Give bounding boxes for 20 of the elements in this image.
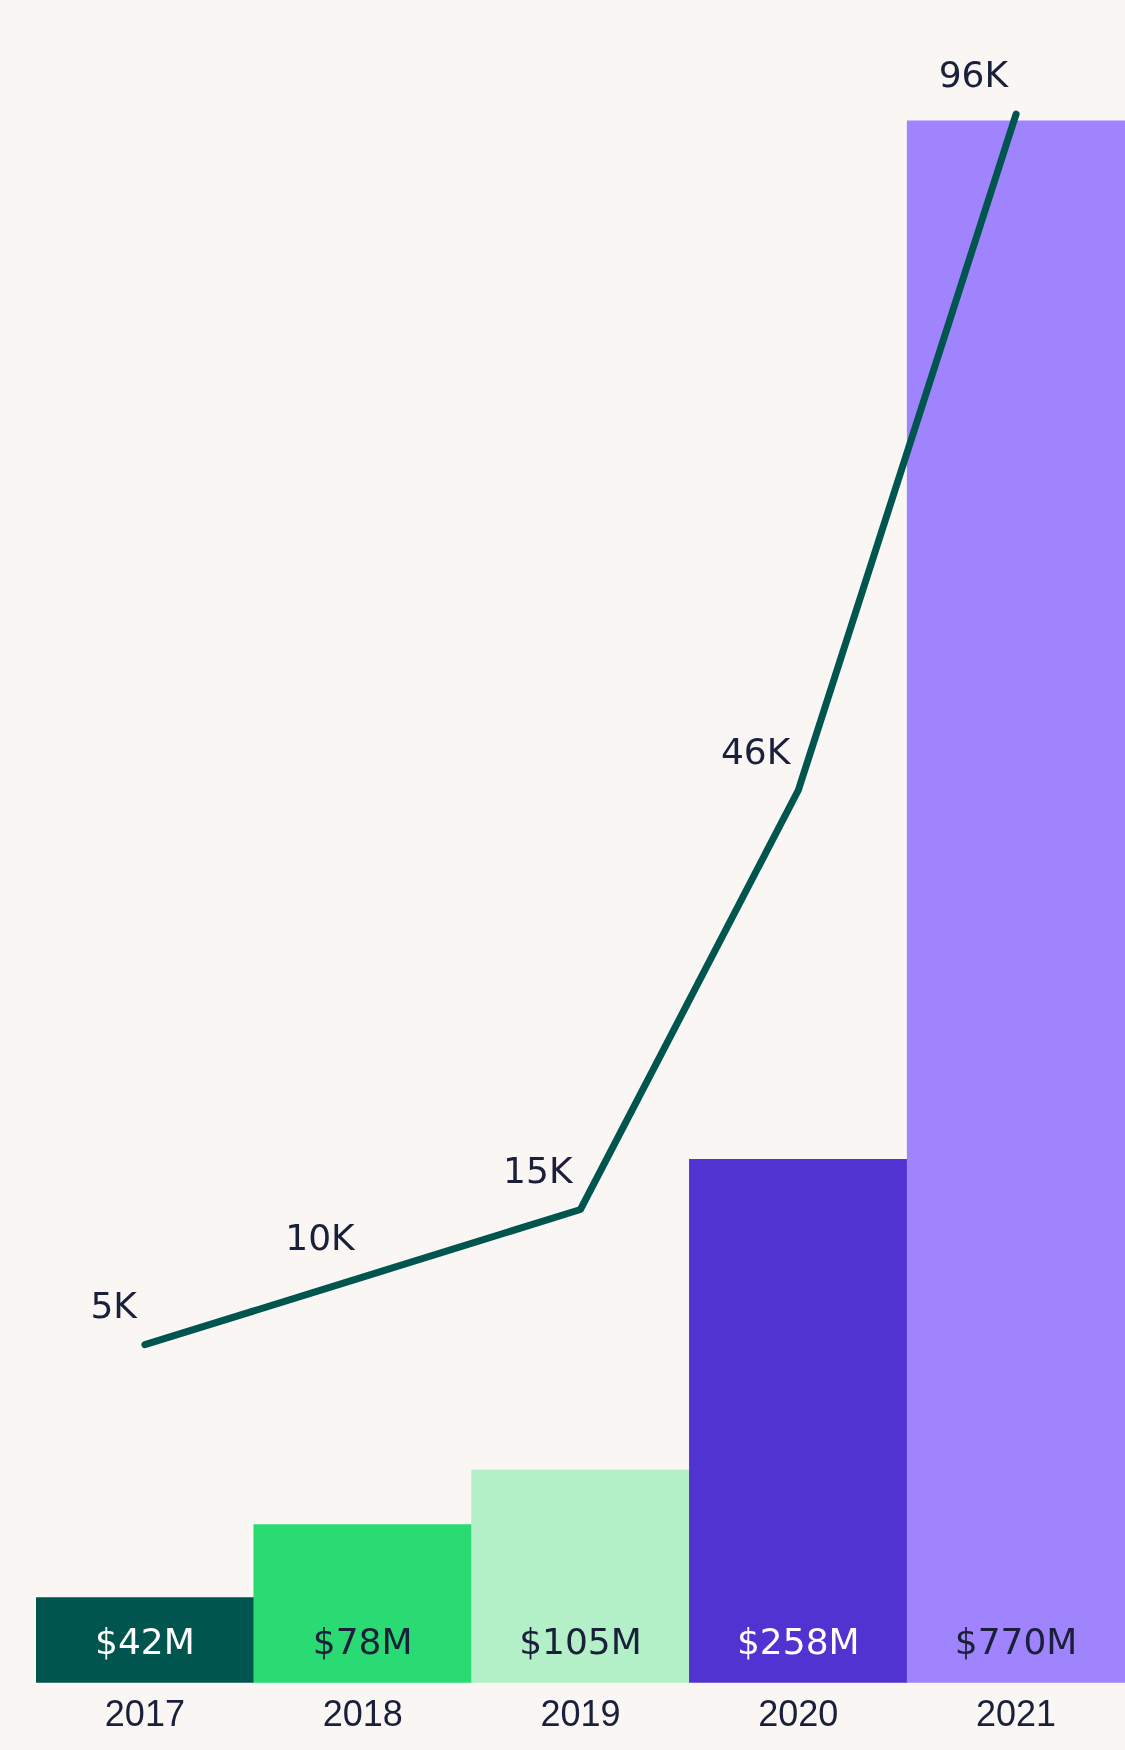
data-label: 5K bbox=[90, 1285, 139, 1327]
x-tick-label: 2017 bbox=[104, 1693, 185, 1735]
x-tick-label: 2018 bbox=[322, 1693, 403, 1735]
data-label: $105M bbox=[519, 1621, 642, 1663]
bar bbox=[253, 1524, 472, 1683]
data-label: 46K bbox=[720, 730, 792, 772]
bar bbox=[906, 120, 1125, 1683]
x-tick-label: 2020 bbox=[758, 1693, 839, 1735]
bar bbox=[36, 1597, 255, 1683]
bar bbox=[689, 1159, 908, 1683]
data-label: $770M bbox=[954, 1621, 1078, 1663]
data-label: 15K bbox=[503, 1149, 574, 1191]
x-tick-label: 2019 bbox=[540, 1693, 621, 1735]
data-label: $78M bbox=[312, 1621, 413, 1663]
data-label: $42M bbox=[95, 1621, 195, 1663]
data-label: 10K bbox=[285, 1217, 357, 1259]
x-tick-label: 2021 bbox=[976, 1693, 1057, 1735]
data-label: $258M bbox=[736, 1621, 860, 1663]
data-label: 96K bbox=[938, 54, 1010, 96]
bar bbox=[471, 1469, 690, 1683]
